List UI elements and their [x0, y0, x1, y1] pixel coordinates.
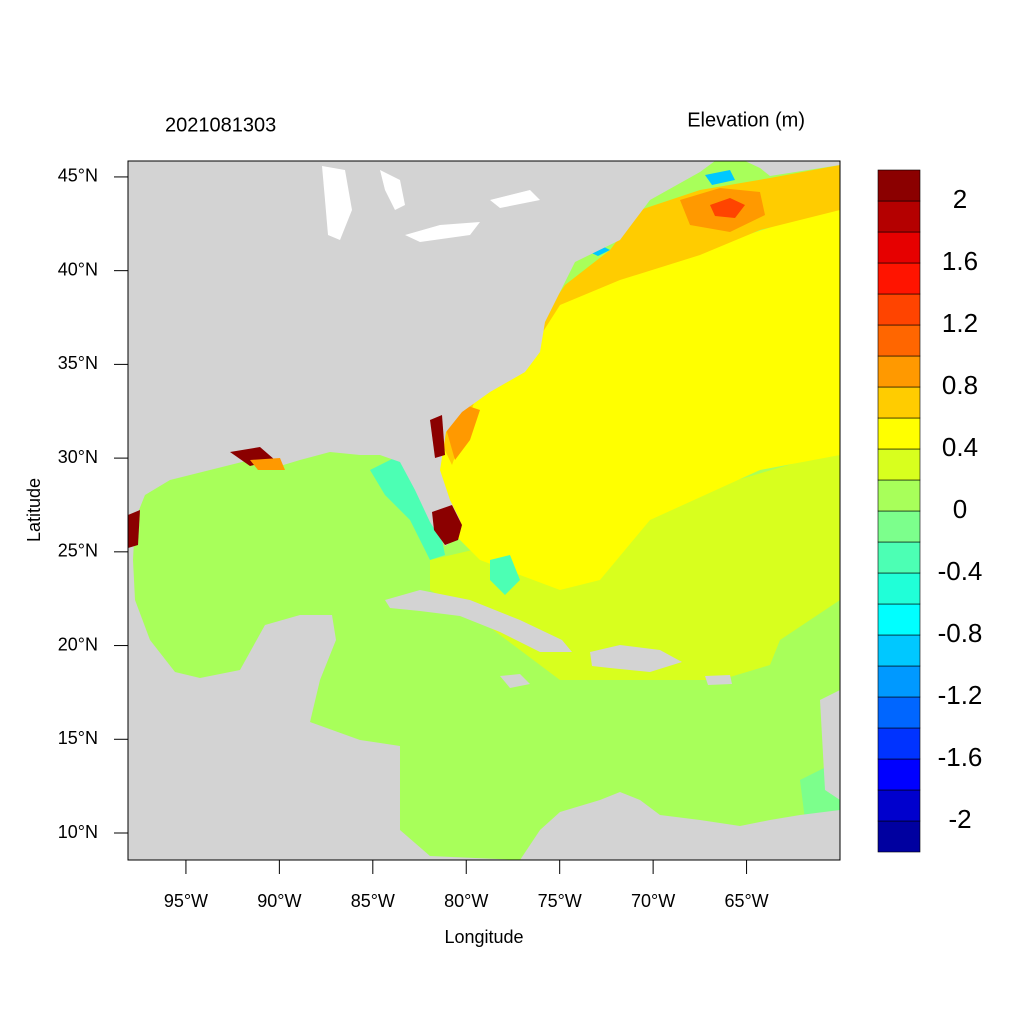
lake — [405, 222, 480, 242]
x-tick-label: 90°W — [257, 891, 301, 911]
y-tick-label: 45°N — [58, 166, 98, 186]
lake — [490, 190, 540, 208]
colorbar-label: -0.8 — [938, 618, 983, 648]
y-tick-label: 40°N — [58, 259, 98, 279]
colorbar-box — [877, 479, 921, 512]
colorbar-box — [877, 386, 921, 419]
colorbar-label: 2 — [953, 184, 967, 214]
x-tick-label: 70°W — [631, 891, 675, 911]
ocean-field — [250, 458, 285, 470]
map-date: 2021081303 — [165, 114, 276, 136]
colorbar-box — [877, 789, 921, 822]
colorbar-box — [877, 665, 921, 698]
colorbar: 2 1.6 1.2 0.8 0.4 0 -0.4 -0.8 -1.2 -1.6 -2 — [877, 169, 983, 853]
ocean-field — [710, 198, 745, 218]
colorbar-box — [877, 634, 921, 667]
colorbar-label: -1.6 — [938, 742, 983, 772]
ocean-field — [430, 415, 445, 458]
y-axis-title: Latitude — [24, 478, 44, 542]
colorbar-box — [877, 696, 921, 729]
colorbar-label: -1.2 — [938, 680, 983, 710]
ocean-field — [440, 205, 840, 590]
ocean-field — [430, 450, 840, 680]
x-tick-label: 75°W — [538, 891, 582, 911]
lake — [322, 166, 352, 240]
colorbar-box — [877, 510, 921, 543]
land — [820, 690, 840, 800]
colorbar-label: 0.8 — [942, 370, 978, 400]
ocean-field — [440, 165, 840, 465]
map — [128, 161, 840, 860]
colorbar-box — [877, 541, 921, 574]
y-tick-label: 10°N — [58, 822, 98, 842]
colorbar-box — [877, 727, 921, 760]
ocean-field — [490, 555, 520, 595]
y-tick-label: 30°N — [58, 447, 98, 467]
ocean-field — [128, 510, 140, 548]
colorbar-box — [877, 231, 921, 264]
land — [385, 590, 572, 652]
colorbar-box — [877, 262, 921, 295]
x-tick-label: 80°W — [444, 891, 488, 911]
land — [745, 161, 840, 176]
x-tick-label: 95°W — [164, 891, 208, 911]
colorbar-box — [877, 758, 921, 791]
y-tick-label: 15°N — [58, 728, 98, 748]
x-tick-label: 65°W — [724, 891, 768, 911]
lake — [380, 170, 405, 210]
colorbar-box — [877, 572, 921, 605]
y-tick-label: 35°N — [58, 353, 98, 373]
colorbar-label: 0 — [953, 494, 967, 524]
colorbar-box — [877, 820, 921, 853]
colorbar-box — [877, 417, 921, 450]
land — [705, 675, 732, 685]
colorbar-box — [877, 293, 921, 326]
colorbar-box — [877, 324, 921, 357]
colorbar-label: 1.2 — [942, 308, 978, 338]
axes: 95°W 90°W 85°W 80°W 75°W 70°W 65°W 10°N 15°N 20°N… — [58, 166, 769, 911]
land — [128, 161, 840, 860]
colorbar-box — [877, 169, 921, 202]
y-tick-label: 25°N — [58, 541, 98, 561]
colorbar-label: -2 — [948, 804, 971, 834]
colorbar-box — [877, 603, 921, 636]
colorbar-box — [877, 448, 921, 481]
x-axis-title: Longitude — [444, 927, 523, 947]
land — [500, 674, 530, 688]
ocean-field — [705, 170, 735, 185]
ocean-field — [370, 455, 445, 560]
colorbar-box — [877, 200, 921, 233]
ocean-field — [432, 505, 462, 545]
y-tick-label: 20°N — [58, 634, 98, 654]
colorbar-label: 1.6 — [942, 246, 978, 276]
colorbar-label: 0.4 — [942, 432, 978, 462]
x-tick-label: 85°W — [351, 891, 395, 911]
colorbar-label: -0.4 — [938, 556, 983, 586]
colorbar-box — [877, 355, 921, 388]
field-title: Elevation (m) — [687, 109, 805, 131]
land — [590, 645, 682, 672]
plot-frame — [127, 160, 841, 861]
